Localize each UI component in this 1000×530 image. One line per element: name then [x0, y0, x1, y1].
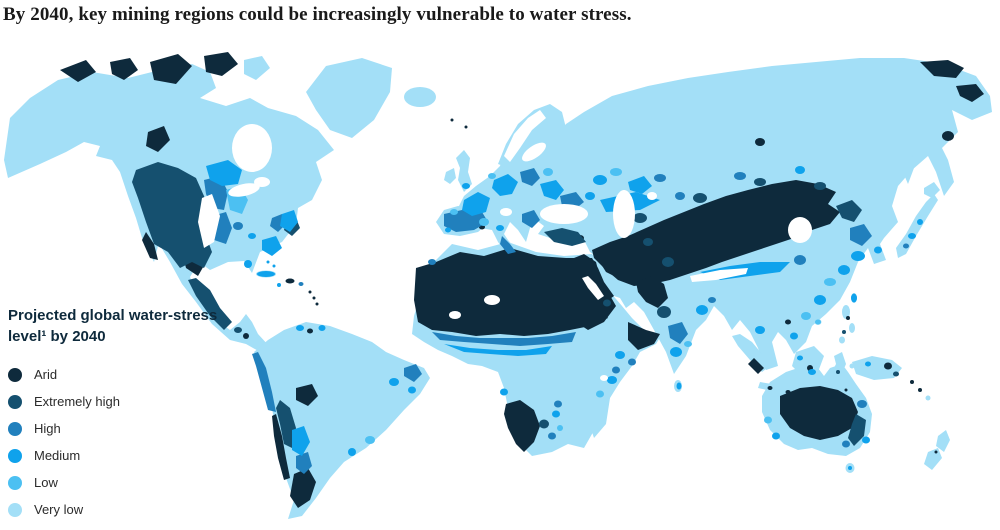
landmass-sumatra: [732, 334, 770, 372]
caspian-sea: [613, 190, 635, 238]
legend-swatch-arid: [8, 367, 22, 382]
landmass-greenland: [306, 58, 392, 138]
no-data-tarim: [788, 217, 812, 243]
legend-label: High: [34, 421, 61, 437]
no-data-water-bodies: [198, 110, 812, 381]
persian-gulf: [582, 276, 604, 300]
no-data-alps: [500, 208, 512, 216]
landmass-iceland: [404, 87, 436, 107]
landmass-sakhalin: [902, 146, 914, 184]
no-data-sahara: [484, 295, 500, 305]
legend-label: Arid: [34, 367, 58, 383]
legend-label: Very low: [34, 502, 84, 518]
baltic-sea: [522, 142, 546, 162]
page-title: By 2040, key mining regions could be inc…: [3, 4, 632, 25]
legend-swatch-low: [8, 475, 22, 490]
no-data-himalaya: [690, 268, 748, 282]
stress-patches-arid: [60, 52, 984, 508]
landmass-philippine-island: [842, 305, 850, 319]
legend-label: Low: [34, 475, 58, 491]
landmass-philippine-island: [849, 323, 855, 333]
legend-item: Low: [8, 469, 248, 496]
landmass-ireland: [444, 168, 456, 184]
black-sea: [540, 204, 588, 224]
legend-label: Extremely high: [34, 394, 120, 410]
landmass-new-zealand-south: [924, 448, 942, 470]
landmass-arctic-island: [244, 56, 270, 80]
legend-items: Arid Extremely high High Medium Low Very…: [8, 361, 248, 523]
legend-item: Arid: [8, 361, 248, 388]
legend-title: Projected global water-stress level¹ by …: [8, 307, 218, 345]
map-legend: Projected global water-stress level¹ by …: [8, 306, 248, 523]
great-lakes: [254, 177, 270, 187]
legend-swatch-medium: [8, 448, 22, 463]
stress-patches-high: [204, 168, 909, 474]
great-lakes: [228, 183, 260, 197]
stress-patches-medium: [206, 160, 923, 470]
no-data-us-plains: [198, 194, 220, 248]
landmass-philippine-island: [839, 336, 845, 344]
no-data-sahara: [449, 311, 461, 319]
legend-item: Very low: [8, 496, 248, 523]
stress-patches-extremely-high: [132, 162, 899, 448]
landmass-madagascar: [588, 390, 610, 438]
no-data-norway: [504, 110, 546, 162]
hudson-bay: [232, 124, 272, 172]
legend-item: Medium: [8, 442, 248, 469]
legend-swatch-high: [8, 421, 22, 436]
legend-item: Extremely high: [8, 388, 248, 415]
lake-victoria: [600, 375, 608, 381]
legend-item: High: [8, 415, 248, 442]
legend-swatch-very-low: [8, 502, 22, 517]
landmass-great-britain: [456, 150, 472, 192]
landmass-new-zealand-north: [936, 430, 950, 452]
legend-swatch-extremely-high: [8, 394, 22, 409]
aral-sea: [647, 192, 657, 200]
landmass-new-guinea: [852, 356, 902, 380]
landmass-south-america: [254, 322, 430, 519]
landmass-japan: [896, 194, 938, 258]
landmass-hokkaido: [924, 182, 940, 198]
legend-label: Medium: [34, 448, 81, 464]
landmass-pacific-island: [925, 395, 931, 401]
